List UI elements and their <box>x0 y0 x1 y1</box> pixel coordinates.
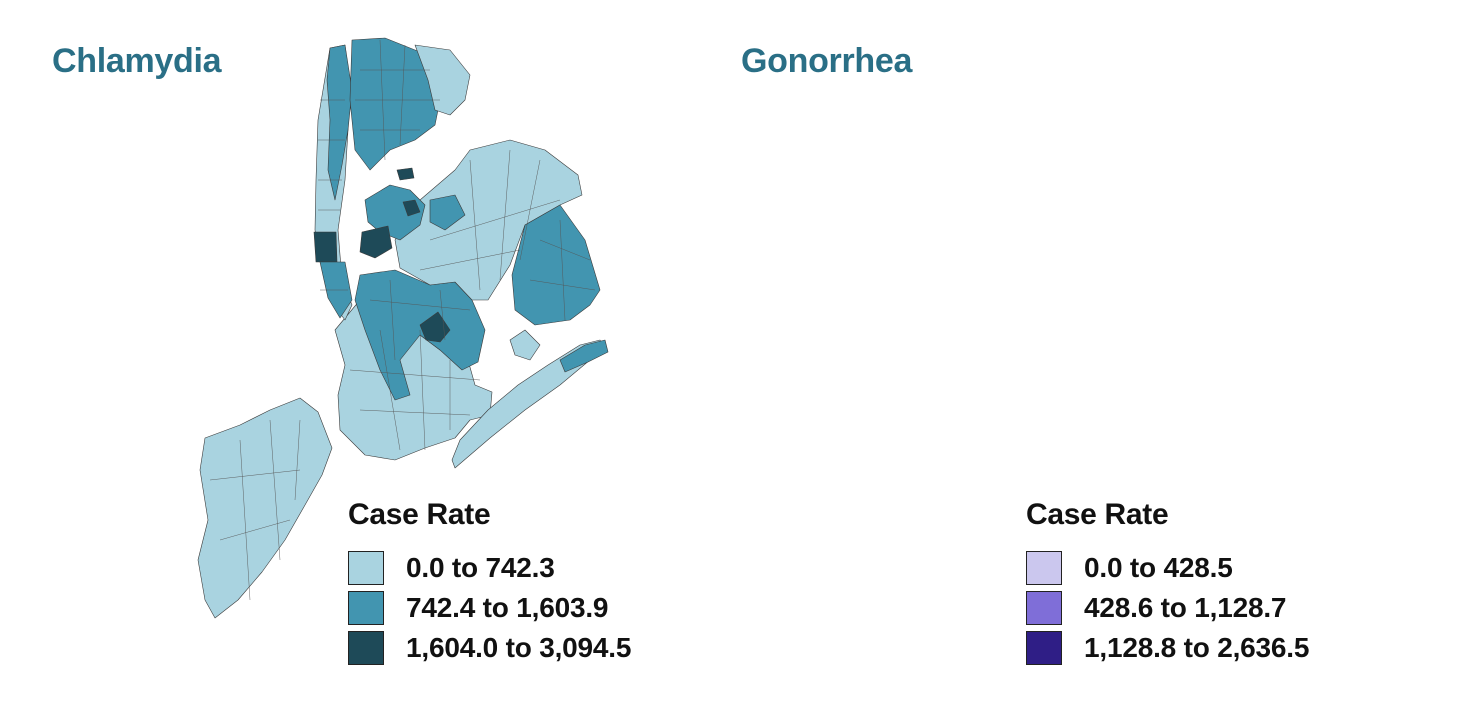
legend-title: Case Rate <box>1026 498 1169 531</box>
legend-label: 0.0 to 742.3 <box>406 552 555 583</box>
staten-island-region[interactable] <box>197 397 333 619</box>
brooklyn-hotspot-region[interactable] <box>419 311 451 343</box>
bronx-east-region[interactable] <box>414 44 471 116</box>
legend-swatch <box>348 591 384 625</box>
bronx-region[interactable] <box>349 37 441 171</box>
legend-label: 0.0 to 428.5 <box>1084 552 1233 583</box>
chlamydia-map <box>197 37 609 619</box>
rockaway-east-region[interactable] <box>559 339 609 373</box>
western-queens-hotspot-region[interactable] <box>359 225 393 259</box>
legend-item: 742.4 to 1,603.9 <box>348 588 631 628</box>
gonorrhea-panel: Gonorrhea Case Rate 0.0 to 428.5 428.6 t… <box>737 0 1474 720</box>
legend-label: 1,604.0 to 3,094.5 <box>406 632 632 663</box>
upper-manhattan-region[interactable] <box>326 44 353 201</box>
legend-item: 428.6 to 1,128.7 <box>1026 588 1309 628</box>
rikers-hotspot-region[interactable] <box>396 167 415 181</box>
legend-item: 0.0 to 742.3 <box>348 548 631 588</box>
legend-swatch <box>348 551 384 585</box>
legend-label: 742.4 to 1,603.9 <box>406 592 609 623</box>
legend-title: Case Rate <box>348 498 491 531</box>
gonorrhea-legend: Case Rate 0.0 to 428.5 428.6 to 1,128.7 … <box>1026 498 1309 668</box>
legend-item: 0.0 to 428.5 <box>1026 548 1309 588</box>
gonorrhea-title: Gonorrhea <box>741 42 913 80</box>
chlamydia-title: Chlamydia <box>52 42 222 80</box>
chlamydia-panel: Chlamydia Case Rate 0.0 to 742.3 742.4 t… <box>52 37 631 668</box>
neighborhood-boundaries <box>209 39 596 601</box>
harlem-hotspot-region[interactable] <box>313 231 338 263</box>
legend-item: 1,128.8 to 2,636.5 <box>1026 628 1309 668</box>
legend-label: 1,128.8 to 2,636.5 <box>1084 632 1310 663</box>
legend-swatch <box>1026 631 1062 665</box>
western-queens-region[interactable] <box>364 184 426 241</box>
legend-label: 428.6 to 1,128.7 <box>1084 592 1287 623</box>
legend-swatch <box>1026 551 1062 585</box>
eastern-queens-region[interactable] <box>511 204 601 326</box>
rockaway-region[interactable] <box>451 339 606 469</box>
legend-swatch <box>1026 591 1062 625</box>
flushing-mid-region[interactable] <box>429 194 466 231</box>
legend-item: 1,604.0 to 3,094.5 <box>348 628 631 668</box>
jamaica-bay-region[interactable] <box>509 329 541 361</box>
chlamydia-legend: Case Rate 0.0 to 742.3 742.4 to 1,603.9 … <box>348 498 631 668</box>
laguardia-hotspot-region[interactable] <box>402 199 421 217</box>
legend-swatch <box>348 631 384 665</box>
